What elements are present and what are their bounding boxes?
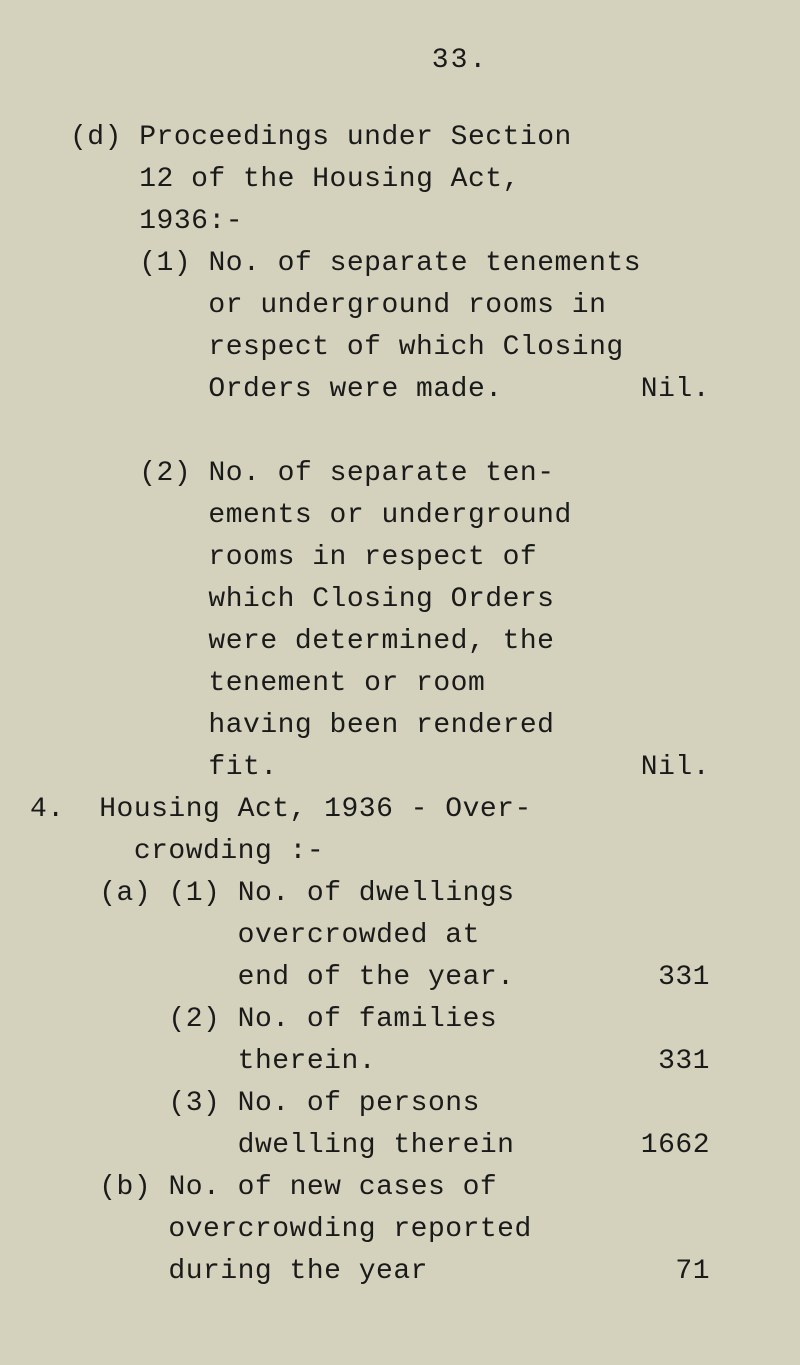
text: fit. xyxy=(208,752,277,783)
text: overcrowded at xyxy=(238,920,480,951)
value-4-b: 71 xyxy=(675,1251,710,1293)
text: or underground rooms in xyxy=(208,290,606,321)
text: having been rendered xyxy=(208,710,554,741)
text: were determined, the xyxy=(208,626,554,657)
label-d-1: (1) xyxy=(139,248,191,279)
text: No. of dwellings xyxy=(238,878,515,909)
section-d: (d) Proceedings under Section 12 of the … xyxy=(70,117,750,789)
text: therein. xyxy=(238,1046,376,1077)
label-d-2: (2) xyxy=(139,458,191,489)
text: 12 of the Housing Act, xyxy=(139,164,520,195)
section-4: 4. Housing Act, 1936 - Over- crowding :-… xyxy=(30,789,750,1293)
text: No. of new cases of xyxy=(168,1172,497,1203)
label-4-a: (a) xyxy=(99,878,151,909)
text: No. of families xyxy=(238,1004,498,1035)
text: Housing Act, 1936 - Over- xyxy=(99,794,532,825)
label-4: 4. xyxy=(30,794,65,825)
value-4-a-3: 1662 xyxy=(641,1125,710,1167)
text: tenement or room xyxy=(208,668,485,699)
text: No. of separate ten- xyxy=(208,458,554,489)
label-4-a-3: (3) xyxy=(168,1088,220,1119)
label-4-b: (b) xyxy=(99,1172,151,1203)
text: No. of separate tenements xyxy=(208,248,641,279)
value-4-a-2: 331 xyxy=(658,1041,710,1083)
text: respect of which Closing xyxy=(208,332,623,363)
text: end of the year. xyxy=(238,962,515,993)
text: overcrowding reported xyxy=(168,1214,531,1245)
text: ements or underground xyxy=(208,500,571,531)
text: 1936:- xyxy=(139,206,243,237)
text: during the year xyxy=(168,1256,428,1287)
text: crowding :- xyxy=(134,836,324,867)
text: Orders were made. xyxy=(208,374,502,405)
value-d-1: Nil. xyxy=(641,369,710,411)
label-d: (d) xyxy=(70,122,122,153)
text: which Closing Orders xyxy=(208,584,554,615)
value-4-a-1: 331 xyxy=(658,957,710,999)
text: dwelling therein xyxy=(238,1130,515,1161)
text: No. of persons xyxy=(238,1088,480,1119)
label-4-a-1: (1) xyxy=(168,878,220,909)
text: rooms in respect of xyxy=(208,542,537,573)
page-number: 33. xyxy=(170,40,750,82)
label-4-a-2: (2) xyxy=(168,1004,220,1035)
value-d-2: Nil. xyxy=(641,747,710,789)
text: Proceedings under Section xyxy=(139,122,572,153)
